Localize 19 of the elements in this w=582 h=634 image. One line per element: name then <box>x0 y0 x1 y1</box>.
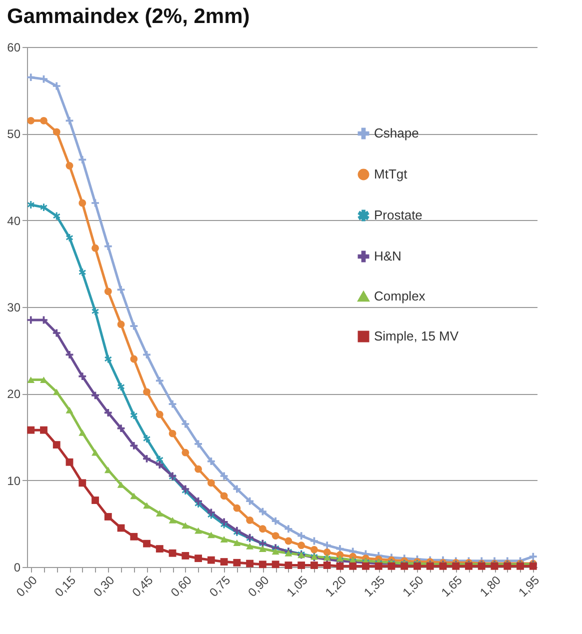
y-tick-label: 60 <box>7 40 21 54</box>
y-tick-label: 20 <box>7 387 21 402</box>
legend-label: H&N <box>374 248 402 264</box>
legend-label: Prostate <box>374 208 422 222</box>
y-tick-label: 10 <box>7 474 21 488</box>
legend-label: Complex <box>374 288 426 304</box>
x-tick-label: 0,60 <box>168 572 195 600</box>
y-tick-label: 30 <box>7 300 21 314</box>
y-tick-label: 0 <box>14 560 21 574</box>
x-tick-label: 1,80 <box>477 572 504 600</box>
legend-label: Cshape <box>374 126 419 140</box>
x-tick-label: 0,90 <box>245 572 272 600</box>
chart-title: Gammaindex (2%, 2mm) <box>7 5 250 28</box>
legend-label: Simple, 15 MV <box>374 328 459 344</box>
x-tick-label: 0,00 <box>13 572 40 600</box>
y-tick-label: 50 <box>7 127 21 142</box>
legend-label: MtTgt <box>374 166 408 182</box>
y-tick-label: 40 <box>7 214 21 228</box>
x-tick-label: 0,30 <box>90 572 118 600</box>
